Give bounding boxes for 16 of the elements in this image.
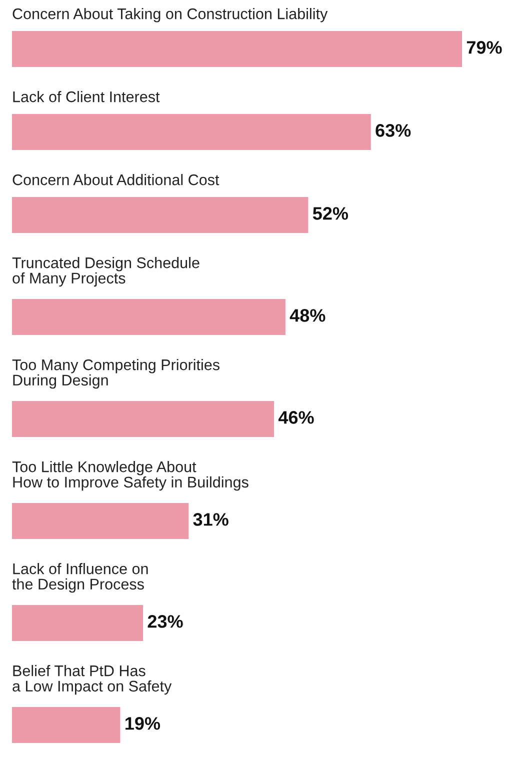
data-label: 23%: [148, 615, 183, 628]
y-tick-label: Lack of Influence on the Design Process: [12, 563, 148, 593]
y-tick-label: Concern About Additional Cost: [12, 174, 220, 186]
data-label: 48%: [290, 309, 326, 322]
y-tick-label: Lack of Client Interest: [13, 91, 160, 102]
y-tick-label: Belief That PtD Has a Low Impact on Safety: [12, 665, 172, 695]
data-label: 31%: [193, 513, 228, 526]
data-label: 19%: [126, 717, 160, 730]
data-label: 63%: [376, 124, 411, 137]
y-tick-label: Too Little Knowledge About How to Improve Safety in Buildings: [12, 461, 248, 491]
data-label: 46%: [278, 411, 314, 424]
y-tick-label: Concern About Taking on Construction Liability: [12, 8, 328, 22]
data-label: 52%: [312, 207, 348, 220]
y-tick-label: Truncated Design Schedule of Many Projects: [12, 257, 200, 287]
y-tick-label: Too Many Competing Priorities During Design: [12, 359, 220, 389]
data-label: 79%: [466, 41, 502, 54]
